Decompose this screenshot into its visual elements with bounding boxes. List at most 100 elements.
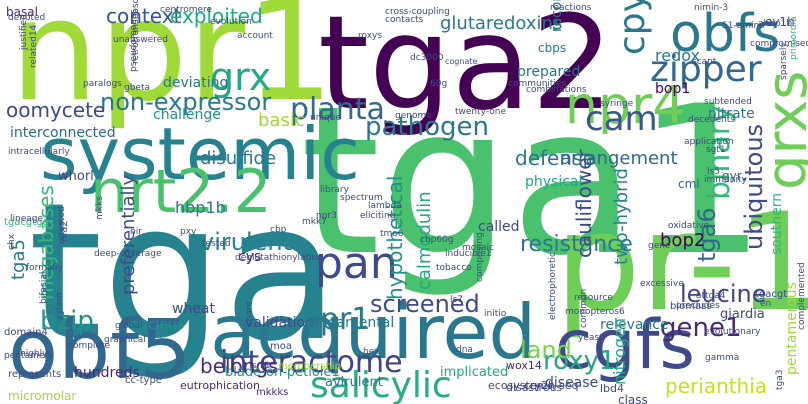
cloud-word: excessive [640, 279, 684, 289]
cloud-word: oxidative [668, 221, 710, 231]
cloud-word: deglutathionylation [235, 253, 323, 263]
cloud-word: tga2 [318, 0, 614, 139]
cloud-word: unanswered [113, 35, 168, 45]
cloud-word: 60g [430, 79, 448, 89]
cloud-word: share [245, 301, 255, 326]
cloud-word: mkks [95, 196, 105, 220]
cloud-word: nitrogen [610, 317, 629, 385]
cloud-word: disulfide [200, 148, 277, 169]
cloud-word: npr1 [10, 0, 335, 133]
cloud-word: xylem [55, 292, 65, 320]
cloud-word: virulent [200, 228, 293, 256]
cloud-word: belongs [200, 354, 279, 378]
cloud-word: bop2 [660, 230, 706, 251]
cloud-word: lbd4 [600, 382, 625, 395]
cloud-word: syringe [600, 99, 634, 109]
cloud-word: implicated [440, 365, 509, 380]
cloud-word: cross-coupling [385, 7, 450, 17]
cloud-word: nir [130, 227, 142, 237]
cloud-word: attga4 [696, 291, 726, 301]
cloud-word: perianthia [665, 374, 768, 398]
cloud-word: challenge [153, 107, 221, 123]
cloud-word: redox [655, 46, 700, 65]
cloud-word: tga [28, 162, 340, 383]
cloud-word: gene1 [660, 313, 742, 343]
cloud-word: graphical [104, 335, 146, 345]
cloud-word: intracellularly [8, 147, 70, 157]
cloud-word: nitrate [708, 106, 755, 122]
cloud-word: cml [678, 177, 700, 191]
cloud-word: subtended [704, 97, 752, 107]
cloud-word: ahbp1b [758, 19, 793, 29]
cloud-word: disastrous [506, 381, 563, 394]
cloud-word: cbp60g [420, 235, 454, 245]
cloud-word: non-expressor [100, 88, 272, 116]
cloud-word: pathogen [365, 112, 489, 142]
cloud-word: bifacial [39, 271, 49, 304]
cloud-word: initio [484, 309, 507, 319]
cloud-word: cgfs [555, 306, 695, 385]
cloud-word: chx [7, 234, 17, 250]
cloud-word: justified [19, 14, 29, 50]
cloud-word: basic [258, 110, 305, 131]
cloud-word: spectrum [340, 193, 383, 203]
cloud-word: pentamers [4, 351, 53, 361]
cloud-word: screened [370, 290, 480, 318]
cloud-word: obf5 [8, 303, 192, 398]
cloud-word: nucleus [130, 317, 185, 333]
cloud-word: dna [456, 345, 473, 355]
cloud-word: unique [310, 113, 341, 123]
cloud-word: exploited [170, 4, 263, 28]
cloud-word: eliciting [360, 211, 396, 221]
cloud-word: compromised [750, 39, 808, 49]
cloud-word: mosaic [462, 243, 494, 253]
cloud-word: called [478, 219, 520, 235]
cloud-word: prepared [517, 64, 581, 80]
cloud-word: southern [769, 192, 785, 255]
cloud-word: pan [315, 238, 398, 289]
cloud-word: interconnected [10, 125, 116, 141]
cloud-word: related14 [29, 24, 39, 68]
cloud-word: basal [6, 5, 38, 19]
cloud-word: tobacco [436, 263, 472, 273]
cloud-word: physical [525, 174, 583, 190]
cloud-word: wox14 [506, 359, 542, 372]
cloud-word: ecosystems [488, 379, 554, 392]
cloud-word: electrophoretic [548, 251, 558, 320]
cloud-word: moa [270, 341, 292, 352]
cloud-word: cc-type [125, 375, 162, 386]
cloud-word: salicylic [310, 365, 452, 404]
cloud-word: oomycete [6, 98, 106, 122]
cloud-word: precludes [676, 301, 720, 311]
cloud-word: context [106, 4, 182, 28]
cloud-word: grx [210, 55, 272, 99]
cloud-word: class [618, 393, 648, 404]
cloud-word: membership [278, 361, 341, 372]
cloud-word: interactome [220, 345, 403, 380]
cloud-word: cpyc [612, 0, 653, 55]
cloud-word: two-hybrid [611, 168, 632, 265]
cloud-word: genome [395, 111, 432, 121]
cloud-word: leucine [680, 280, 767, 308]
cloud-word: cam [585, 99, 658, 139]
cloud-word: sgt1 [706, 145, 726, 155]
cloud-word: tga1 [300, 63, 767, 301]
cloud-word: paralogs [83, 79, 122, 89]
cloud-word: library [320, 185, 349, 195]
cloud-word: evolutionary [704, 327, 761, 337]
cloud-word: cys [238, 249, 262, 265]
cloud-word: 51-amino [722, 21, 765, 31]
cloud-word: roxy1 [543, 346, 616, 376]
cloud-word: decedents [688, 115, 735, 125]
cloud-word: deep-coverage [94, 249, 162, 259]
cloud-word: centromere [160, 5, 213, 15]
cloud-word: lineage [10, 214, 44, 224]
cloud-word: arrangement [560, 148, 678, 169]
cloud-word: nrt2.2 [90, 157, 272, 227]
cloud-word: retested [57, 206, 67, 244]
cloud-word: comprising [475, 232, 485, 282]
cloud-word: npr4 [565, 76, 686, 136]
cloud-word: reactions [550, 3, 592, 13]
cloud-word: defense [515, 146, 595, 170]
